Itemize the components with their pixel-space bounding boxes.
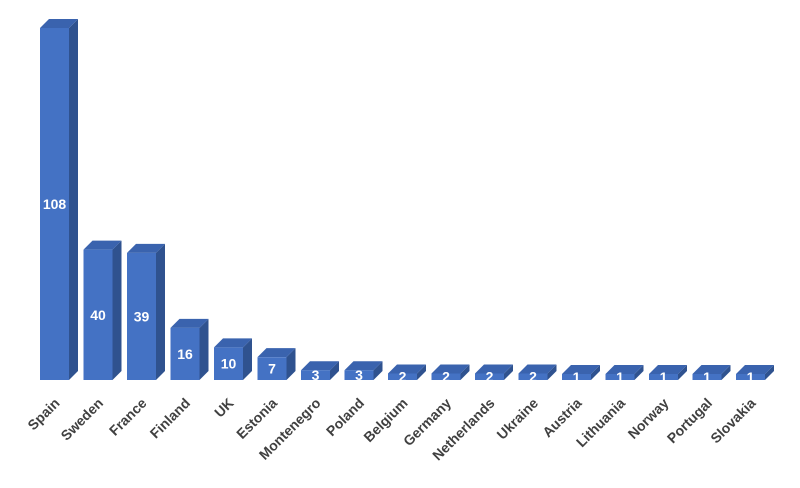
data-label-norway: 1 <box>660 369 668 385</box>
bar-side-netherlands <box>504 364 513 380</box>
data-label-portugal: 1 <box>703 369 711 385</box>
bar-side-estonia <box>286 348 296 380</box>
data-label-montenegro: 3 <box>312 367 320 383</box>
bar-front-netherlands <box>475 373 504 380</box>
category-label-portugal: Portugal <box>664 395 715 446</box>
bar-estonia <box>257 348 296 380</box>
bar-ukraine <box>518 364 557 380</box>
category-label-ukraine: Ukraine <box>493 395 541 443</box>
bar-front-portugal <box>692 374 722 380</box>
bar-side-montenegro <box>330 361 339 380</box>
bar-top-poland <box>344 361 383 371</box>
bar-side-norway <box>678 365 687 380</box>
data-label-belgium: 2 <box>399 369 407 385</box>
bar-sweden <box>83 240 122 380</box>
bar-top-uk <box>214 338 252 348</box>
bar-top-norway <box>649 365 687 374</box>
data-label-spain: 108 <box>43 196 67 212</box>
bar-front-poland <box>344 370 374 380</box>
bar-top-montenegro <box>301 361 339 371</box>
bar-spain <box>40 19 78 380</box>
category-label-spain: Spain <box>24 395 62 433</box>
bar-side-uk <box>243 338 252 380</box>
data-label-estonia: 7 <box>268 361 276 377</box>
bar-austria <box>562 365 600 380</box>
bar-netherlands <box>475 364 513 380</box>
data-label-germany: 2 <box>442 369 450 385</box>
bar-germany <box>431 364 470 380</box>
bar-top-sweden <box>83 240 122 250</box>
data-label-uk: 10 <box>221 356 237 372</box>
bar-top-slovakia <box>736 365 774 374</box>
bar-montenegro <box>301 361 339 380</box>
bar-side-belgium <box>417 364 426 380</box>
bar-lithuania <box>605 365 644 380</box>
bar-top-estonia <box>257 348 296 358</box>
bar-side-france <box>156 243 165 380</box>
bar-side-germany <box>460 364 470 380</box>
bar-top-portugal <box>692 365 731 374</box>
data-label-slovakia: 1 <box>747 369 755 385</box>
bar-top-belgium <box>388 364 426 374</box>
bar-side-ukraine <box>547 364 557 380</box>
bar-france <box>127 243 165 380</box>
bar-front-germany <box>431 373 461 380</box>
bar-top-finland <box>170 318 209 328</box>
bar-slovakia <box>736 365 774 380</box>
category-label-uk: UK <box>211 395 237 421</box>
bar-top-france <box>127 243 165 253</box>
category-label-finland: Finland <box>147 395 194 442</box>
data-label-lithuania: 1 <box>616 369 624 385</box>
bar-front-montenegro <box>301 370 330 380</box>
category-label-slovakia: Slovakia <box>707 395 759 447</box>
bar-front-belgium <box>388 373 417 380</box>
bar-front-slovakia <box>736 374 765 380</box>
bar-front-sweden <box>83 249 113 380</box>
bar-front-france <box>127 252 156 380</box>
data-label-finland: 16 <box>177 346 193 362</box>
data-label-austria: 1 <box>573 369 581 385</box>
bar-uk <box>214 338 252 380</box>
data-label-sweden: 40 <box>90 307 106 323</box>
bar-top-austria <box>562 365 600 374</box>
data-label-netherlands: 2 <box>486 369 494 385</box>
bar-side-finland <box>199 318 209 380</box>
bar-front-estonia <box>257 357 287 380</box>
bar-front-austria <box>562 374 591 380</box>
bar-top-lithuania <box>605 365 644 374</box>
bar-poland <box>344 361 383 380</box>
bar-top-spain <box>40 19 78 28</box>
bar-front-finland <box>170 327 200 380</box>
bar-front-uk <box>214 347 243 380</box>
bar-top-ukraine <box>518 364 557 374</box>
bar-side-lithuania <box>634 365 644 380</box>
bar-side-sweden <box>112 240 122 380</box>
bar-side-portugal <box>721 365 731 380</box>
bar-top-netherlands <box>475 364 513 374</box>
bar-side-spain <box>69 19 78 380</box>
bar-front-spain <box>40 28 69 380</box>
bar-front-ukraine <box>518 373 548 380</box>
bar-belgium <box>388 364 426 380</box>
bar-portugal <box>692 365 731 380</box>
bar-top-germany <box>431 364 470 374</box>
bar-side-austria <box>591 365 600 380</box>
bar-front-norway <box>649 374 678 380</box>
data-label-ukraine: 2 <box>529 369 537 385</box>
bar-side-slovakia <box>765 365 774 380</box>
bar-norway <box>649 365 687 380</box>
bar-side-poland <box>373 361 383 380</box>
data-label-poland: 3 <box>355 367 363 383</box>
data-label-france: 39 <box>134 308 150 324</box>
category-label-france: France <box>106 395 150 439</box>
bar-front-lithuania <box>605 374 635 380</box>
bar-finland <box>170 318 209 380</box>
category-label-sweden: Sweden <box>57 395 106 444</box>
